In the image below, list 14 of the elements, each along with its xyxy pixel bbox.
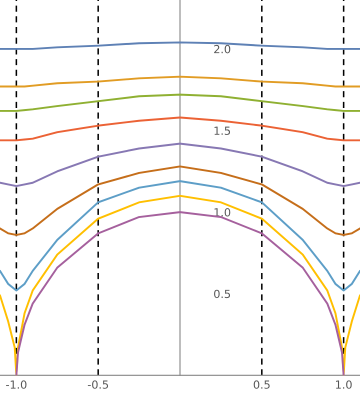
y-tick-label: 0.5 [214, 290, 230, 298]
y-tick-label: 1.5 [214, 126, 230, 135]
x-tick-label: 0.5 [254, 380, 270, 389]
line-series [0, 94, 360, 112]
line-series [0, 180, 360, 292]
x-tick-label: 1.0 [336, 380, 352, 389]
x-tick-label: -1.0 [6, 380, 26, 389]
line-series [0, 76, 360, 88]
line-series [0, 194, 360, 376]
line-series [0, 165, 360, 236]
x-tick-label: -0.5 [88, 380, 108, 389]
line-series [0, 116, 360, 142]
y-tick-label: 2.0 [214, 44, 230, 54]
line-series [0, 142, 360, 187]
